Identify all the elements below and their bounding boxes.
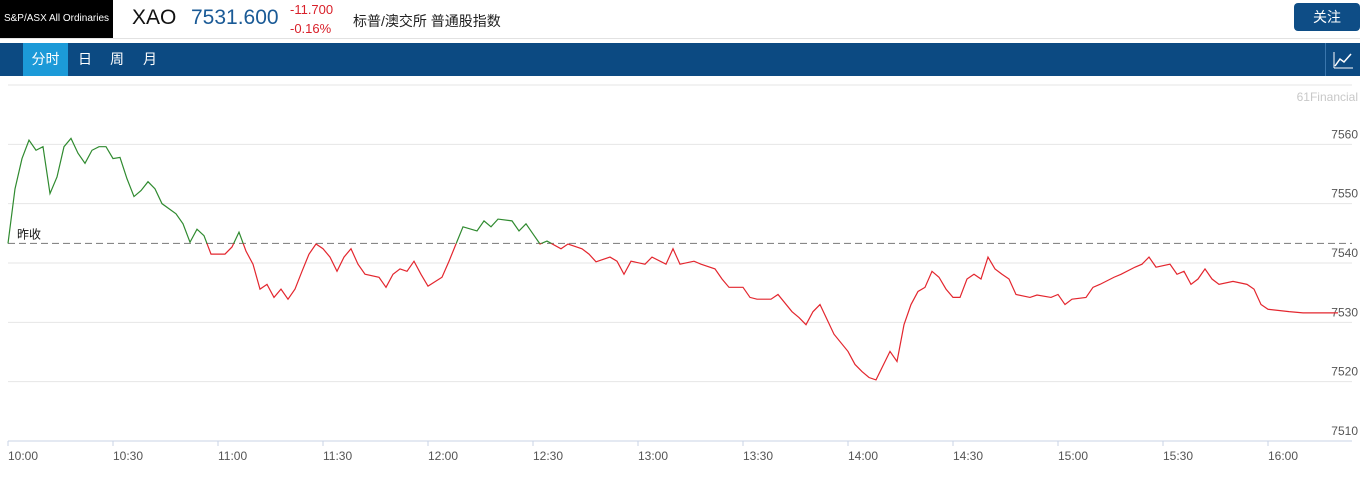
follow-button[interactable]: 关注 (1294, 3, 1360, 31)
x-tick-label: 15:30 (1163, 449, 1193, 463)
y-tick-label: 7510 (1331, 424, 1358, 438)
y-tick-label: 7560 (1331, 127, 1358, 141)
tab[interactable]: 月 (143, 51, 157, 67)
symbol: XAO (132, 6, 177, 29)
x-tick-label: 11:00 (218, 449, 247, 463)
tab-bar: 分时 日 周 月 (0, 43, 1360, 76)
price-line (7, 137, 1338, 381)
change: -11.700 (290, 2, 334, 17)
y-tick-label: 7530 (1331, 305, 1358, 319)
change-percent: -0.16% (290, 21, 332, 36)
chart-toggle[interactable] (1325, 43, 1360, 76)
x-tick-label: 13:30 (743, 449, 773, 463)
x-tick-label: 16:00 (1268, 449, 1298, 463)
x-tick-label: 14:00 (848, 449, 878, 463)
change-box: -11.700 -0.16% (290, 0, 333, 38)
x-tick-label: 11:30 (323, 449, 352, 463)
y-tick-label: 7520 (1331, 365, 1358, 379)
index-name: 标普/澳交所 普通股指数 (353, 13, 501, 29)
watermark: 61Financial (1297, 90, 1358, 104)
y-tick-label: 7540 (1331, 246, 1358, 260)
index-badge: S&P/ASX All Ordinaries (0, 0, 113, 38)
x-tick-label: 10:30 (113, 449, 143, 463)
tab[interactable]: 分时 (23, 43, 68, 76)
chart-icon (1333, 52, 1353, 69)
tab[interactable]: 周 (110, 51, 124, 67)
tab[interactable]: 日 (78, 51, 92, 67)
x-tick-label: 13:00 (638, 449, 668, 463)
reference-label: 昨收 (17, 227, 41, 241)
price: 7531.600 (191, 6, 279, 29)
chart: 61Financial 7510 7520 7530 7540 7550 7560 10:0… (7, 84, 1358, 463)
y-tick-label: 7550 (1331, 187, 1358, 201)
header-divider (0, 38, 1360, 39)
x-tick-label: 12:30 (533, 449, 563, 463)
x-tick-label: 14:30 (953, 449, 983, 463)
x-tick-label: 12:00 (428, 449, 458, 463)
x-tick-label: 10:00 (8, 449, 38, 463)
x-tick-label: 15:00 (1058, 449, 1088, 463)
